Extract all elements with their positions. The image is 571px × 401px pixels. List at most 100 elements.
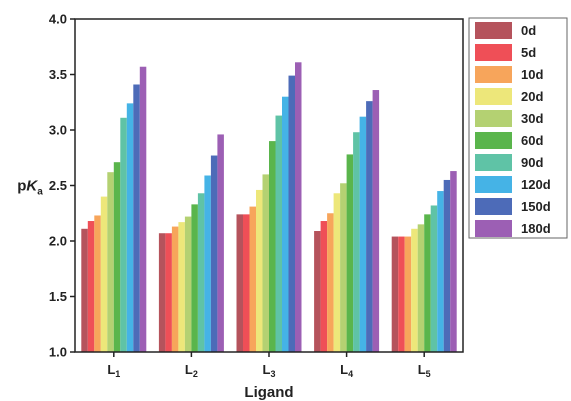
x-tick-label: L5 xyxy=(418,362,431,379)
bar-180d-cat-1 xyxy=(139,66,147,352)
x-tick-label-sub: 1 xyxy=(115,369,120,379)
bar-30d-cat-5 xyxy=(417,224,425,352)
y-tick-label: 2.0 xyxy=(49,234,67,249)
bar-150d-cat-4 xyxy=(366,101,373,352)
y-tick-label: 2.5 xyxy=(49,178,67,193)
bar-5d-cat-3 xyxy=(243,214,250,352)
bar-120d-cat-4 xyxy=(359,116,367,353)
bar-150d-cat-5 xyxy=(443,179,451,352)
bar-60d-cat-4 xyxy=(346,154,354,352)
bar-10d-cat-4 xyxy=(327,213,334,352)
bar-30d-cat-1 xyxy=(107,172,114,352)
y-axis-title-main: p xyxy=(17,178,26,195)
bar-180d-cat-4 xyxy=(372,90,380,352)
x-tick-label: L1 xyxy=(107,362,120,379)
legend-swatch-60d xyxy=(475,132,512,149)
bar-90d-cat-4 xyxy=(353,132,360,352)
bar-90d-cat-5 xyxy=(430,205,438,352)
bar-120d-cat-3 xyxy=(282,96,289,352)
x-tick-label-main: L xyxy=(340,362,348,377)
bar-90d-cat-1 xyxy=(120,117,127,352)
x-tick-label-main: L xyxy=(263,362,271,377)
bar-60d-cat-5 xyxy=(424,214,431,352)
x-axis-title: Ligand xyxy=(244,384,293,401)
bar-120d-cat-5 xyxy=(437,191,444,352)
legend-label-180d: 180d xyxy=(521,221,551,236)
bar-90d-cat-2 xyxy=(197,193,205,352)
bar-20d-cat-5 xyxy=(411,228,418,352)
legend-swatch-5d xyxy=(475,44,512,61)
legend-label-10d: 10d xyxy=(521,67,543,82)
x-tick-label-sub: 2 xyxy=(193,369,198,379)
bar-180d-cat-5 xyxy=(450,171,457,352)
x-tick-label-main: L xyxy=(107,362,115,377)
bar-180d-cat-3 xyxy=(295,62,302,352)
bar-0d-cat-5 xyxy=(391,236,399,352)
legend-swatch-90d xyxy=(475,154,512,171)
legend-label-20d: 20d xyxy=(521,89,543,104)
bar-150d-cat-3 xyxy=(288,75,295,353)
bar-5d-cat-1 xyxy=(87,221,95,352)
legend-label-150d: 150d xyxy=(521,199,551,214)
y-axis: 1.0 1.5 2.0 2.5 3.0 3.5 4.0 xyxy=(49,12,75,360)
legend-label-5d: 5d xyxy=(521,45,536,60)
x-tick-label: L4 xyxy=(340,362,353,379)
y-axis-title: pKa xyxy=(17,178,43,198)
x-tick-label: L2 xyxy=(185,362,198,379)
bar-20d-cat-2 xyxy=(178,222,185,352)
legend-swatch-120d xyxy=(475,176,512,193)
x-tick-label-main: L xyxy=(418,362,426,377)
legend-label-30d: 30d xyxy=(521,111,543,126)
y-tick-label: 3.0 xyxy=(49,123,67,138)
legend-label-0d: 0d xyxy=(521,23,536,38)
bar-60d-cat-1 xyxy=(113,162,121,352)
bar-90d-cat-3 xyxy=(275,115,282,352)
x-tick-label-sub: 4 xyxy=(348,369,353,379)
bar-0d-cat-4 xyxy=(314,231,321,352)
bar-0d-cat-1 xyxy=(81,228,88,352)
legend-swatch-180d xyxy=(475,220,512,237)
y-tick-label: 4.0 xyxy=(49,12,67,27)
bar-5d-cat-5 xyxy=(398,236,405,352)
legend-swatch-10d xyxy=(475,66,512,83)
bar-150d-cat-1 xyxy=(133,84,140,353)
y-tick-label: 1.0 xyxy=(49,345,67,360)
x-tick-label: L3 xyxy=(263,362,276,379)
legend-swatch-20d xyxy=(475,88,512,105)
bar-0d-cat-2 xyxy=(158,233,166,352)
bar-20d-cat-4 xyxy=(333,193,341,352)
legend-swatch-150d xyxy=(475,198,512,215)
bar-10d-cat-5 xyxy=(404,236,412,352)
bar-150d-cat-2 xyxy=(210,155,218,352)
bar-120d-cat-2 xyxy=(204,175,211,352)
x-tick-label-main: L xyxy=(185,362,193,377)
bar-20d-cat-1 xyxy=(100,196,108,352)
bar-30d-cat-3 xyxy=(262,174,269,352)
legend-swatch-0d xyxy=(475,22,512,39)
y-axis-title-sub: a xyxy=(37,187,43,198)
legend-label-120d: 120d xyxy=(521,177,551,192)
bar-60d-cat-2 xyxy=(191,204,198,352)
x-tick-label-sub: 5 xyxy=(426,369,431,379)
bar-10d-cat-2 xyxy=(171,226,179,352)
x-axis: L1 L2 L3 L4 L5 xyxy=(107,352,431,379)
bar-5d-cat-2 xyxy=(165,233,172,352)
x-tick-label-sub: 3 xyxy=(270,369,275,379)
bar-0d-cat-3 xyxy=(236,214,243,352)
plot-frame xyxy=(74,18,464,353)
legend-label-90d: 90d xyxy=(521,155,543,170)
y-tick-label: 1.5 xyxy=(49,289,67,304)
bar-180d-cat-2 xyxy=(217,134,224,352)
bar-5d-cat-4 xyxy=(320,221,328,352)
legend-label-60d: 60d xyxy=(521,133,543,148)
bar-120d-cat-1 xyxy=(126,103,134,352)
legend: 0d 5d 10d 20d 30d 60d 90d 120d 150d 180d xyxy=(468,17,568,239)
bar-60d-cat-3 xyxy=(269,141,276,352)
y-axis-title-italic: K xyxy=(26,178,38,195)
bar-20d-cat-3 xyxy=(256,189,263,352)
legend-swatch-30d xyxy=(475,110,512,127)
y-tick-label: 3.5 xyxy=(49,67,67,82)
bar-30d-cat-2 xyxy=(184,216,192,352)
bar-10d-cat-3 xyxy=(249,206,256,352)
